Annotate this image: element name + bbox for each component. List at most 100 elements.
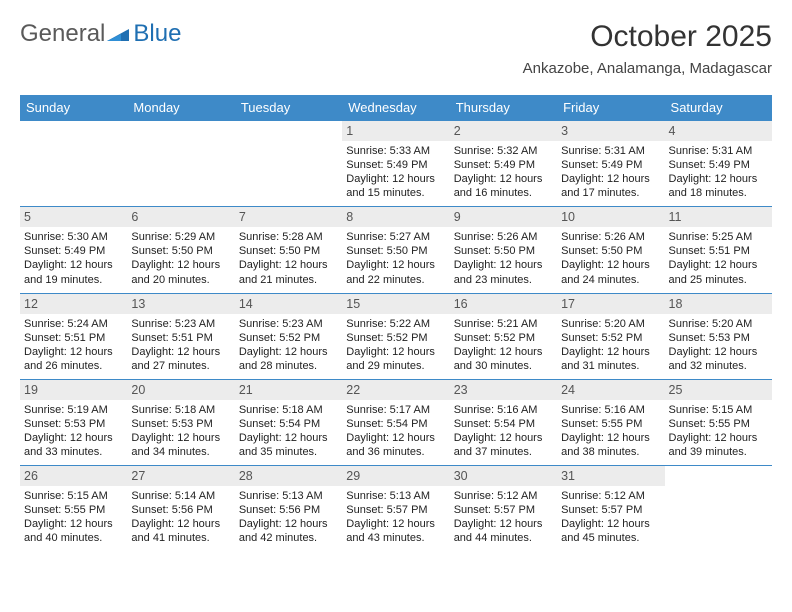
cell-body: Sunrise: 5:23 AMSunset: 5:52 PMDaylight:…	[235, 314, 342, 379]
day-number: 10	[557, 206, 664, 227]
day-number: 27	[127, 465, 234, 486]
calendar-cell: 26Sunrise: 5:15 AMSunset: 5:55 PMDayligh…	[20, 465, 127, 551]
day-number: 14	[235, 293, 342, 314]
calendar-cell: 20Sunrise: 5:18 AMSunset: 5:53 PMDayligh…	[127, 379, 234, 465]
cell-body: Sunrise: 5:32 AMSunset: 5:49 PMDaylight:…	[450, 141, 557, 206]
sunrise-text: Sunrise: 5:13 AM	[346, 489, 445, 503]
sunrise-text: Sunrise: 5:21 AM	[454, 317, 553, 331]
cell-body	[127, 140, 234, 198]
day-number	[665, 465, 772, 485]
cell-body: Sunrise: 5:30 AMSunset: 5:49 PMDaylight:…	[20, 227, 127, 292]
daylight-line1: Daylight: 12 hours	[454, 345, 553, 359]
dayhead-thursday: Thursday	[450, 95, 557, 120]
daylight-line2: and 45 minutes.	[561, 531, 660, 545]
week-row: 5Sunrise: 5:30 AMSunset: 5:49 PMDaylight…	[20, 206, 772, 292]
daylight-line2: and 19 minutes.	[24, 273, 123, 287]
day-number: 30	[450, 465, 557, 486]
daylight-line1: Daylight: 12 hours	[346, 172, 445, 186]
day-number	[20, 120, 127, 140]
sunset-text: Sunset: 5:50 PM	[131, 244, 230, 258]
cell-body: Sunrise: 5:12 AMSunset: 5:57 PMDaylight:…	[450, 486, 557, 551]
calendar-cell	[235, 120, 342, 206]
daylight-line1: Daylight: 12 hours	[669, 258, 768, 272]
day-number: 6	[127, 206, 234, 227]
cell-body	[235, 140, 342, 198]
sunrise-text: Sunrise: 5:17 AM	[346, 403, 445, 417]
sunset-text: Sunset: 5:54 PM	[346, 417, 445, 431]
day-number: 13	[127, 293, 234, 314]
daylight-line1: Daylight: 12 hours	[346, 258, 445, 272]
location-text: Ankazobe, Analamanga, Madagascar	[523, 60, 772, 77]
day-number: 31	[557, 465, 664, 486]
sunset-text: Sunset: 5:55 PM	[669, 417, 768, 431]
cell-body: Sunrise: 5:25 AMSunset: 5:51 PMDaylight:…	[665, 227, 772, 292]
header: General Blue October 2025 Ankazobe, Anal…	[20, 20, 772, 77]
day-number: 5	[20, 206, 127, 227]
weeks-container: 1Sunrise: 5:33 AMSunset: 5:49 PMDaylight…	[20, 120, 772, 552]
daylight-line1: Daylight: 12 hours	[239, 431, 338, 445]
dayhead-wednesday: Wednesday	[342, 95, 449, 120]
sunrise-text: Sunrise: 5:13 AM	[239, 489, 338, 503]
calendar-cell: 2Sunrise: 5:32 AMSunset: 5:49 PMDaylight…	[450, 120, 557, 206]
daylight-line1: Daylight: 12 hours	[669, 431, 768, 445]
sunrise-text: Sunrise: 5:12 AM	[454, 489, 553, 503]
sunrise-text: Sunrise: 5:19 AM	[24, 403, 123, 417]
cell-body: Sunrise: 5:13 AMSunset: 5:56 PMDaylight:…	[235, 486, 342, 551]
daylight-line2: and 37 minutes.	[454, 445, 553, 459]
daylight-line1: Daylight: 12 hours	[561, 172, 660, 186]
sunset-text: Sunset: 5:49 PM	[346, 158, 445, 172]
daylight-line1: Daylight: 12 hours	[454, 431, 553, 445]
daylight-line1: Daylight: 12 hours	[24, 258, 123, 272]
daylight-line2: and 41 minutes.	[131, 531, 230, 545]
day-number: 23	[450, 379, 557, 400]
calendar-cell: 21Sunrise: 5:18 AMSunset: 5:54 PMDayligh…	[235, 379, 342, 465]
day-number: 26	[20, 465, 127, 486]
calendar-cell: 24Sunrise: 5:16 AMSunset: 5:55 PMDayligh…	[557, 379, 664, 465]
logo-text-blue: Blue	[133, 20, 181, 48]
sunrise-text: Sunrise: 5:18 AM	[131, 403, 230, 417]
daylight-line2: and 15 minutes.	[346, 186, 445, 200]
sunset-text: Sunset: 5:57 PM	[561, 503, 660, 517]
cell-body: Sunrise: 5:14 AMSunset: 5:56 PMDaylight:…	[127, 486, 234, 551]
cell-body: Sunrise: 5:31 AMSunset: 5:49 PMDaylight:…	[665, 141, 772, 206]
calendar-cell: 29Sunrise: 5:13 AMSunset: 5:57 PMDayligh…	[342, 465, 449, 551]
cell-body: Sunrise: 5:31 AMSunset: 5:49 PMDaylight:…	[557, 141, 664, 206]
day-number: 24	[557, 379, 664, 400]
calendar-cell: 4Sunrise: 5:31 AMSunset: 5:49 PMDaylight…	[665, 120, 772, 206]
daylight-line1: Daylight: 12 hours	[561, 258, 660, 272]
sunrise-text: Sunrise: 5:27 AM	[346, 230, 445, 244]
daylight-line1: Daylight: 12 hours	[239, 517, 338, 531]
daylight-line2: and 36 minutes.	[346, 445, 445, 459]
daylight-line2: and 18 minutes.	[669, 186, 768, 200]
sunset-text: Sunset: 5:57 PM	[346, 503, 445, 517]
day-number: 3	[557, 120, 664, 141]
day-number: 4	[665, 120, 772, 141]
sunrise-text: Sunrise: 5:25 AM	[669, 230, 768, 244]
sunset-text: Sunset: 5:56 PM	[131, 503, 230, 517]
calendar-cell: 12Sunrise: 5:24 AMSunset: 5:51 PMDayligh…	[20, 293, 127, 379]
sunset-text: Sunset: 5:55 PM	[24, 503, 123, 517]
sunset-text: Sunset: 5:49 PM	[454, 158, 553, 172]
sunset-text: Sunset: 5:52 PM	[454, 331, 553, 345]
cell-body	[20, 140, 127, 198]
cell-body: Sunrise: 5:18 AMSunset: 5:53 PMDaylight:…	[127, 400, 234, 465]
day-number: 11	[665, 206, 772, 227]
cell-body: Sunrise: 5:19 AMSunset: 5:53 PMDaylight:…	[20, 400, 127, 465]
month-title: October 2025	[523, 20, 772, 54]
day-number: 25	[665, 379, 772, 400]
logo-mark-icon	[107, 25, 129, 43]
dayhead-monday: Monday	[127, 95, 234, 120]
cell-body: Sunrise: 5:15 AMSunset: 5:55 PMDaylight:…	[20, 486, 127, 551]
logo: General Blue	[20, 20, 181, 48]
calendar-cell: 27Sunrise: 5:14 AMSunset: 5:56 PMDayligh…	[127, 465, 234, 551]
calendar-cell: 30Sunrise: 5:12 AMSunset: 5:57 PMDayligh…	[450, 465, 557, 551]
sunset-text: Sunset: 5:52 PM	[239, 331, 338, 345]
daylight-line1: Daylight: 12 hours	[669, 345, 768, 359]
daylight-line2: and 30 minutes.	[454, 359, 553, 373]
calendar-cell: 22Sunrise: 5:17 AMSunset: 5:54 PMDayligh…	[342, 379, 449, 465]
sunset-text: Sunset: 5:54 PM	[239, 417, 338, 431]
daylight-line1: Daylight: 12 hours	[24, 517, 123, 531]
sunrise-text: Sunrise: 5:31 AM	[561, 144, 660, 158]
sunset-text: Sunset: 5:53 PM	[24, 417, 123, 431]
daylight-line2: and 32 minutes.	[669, 359, 768, 373]
